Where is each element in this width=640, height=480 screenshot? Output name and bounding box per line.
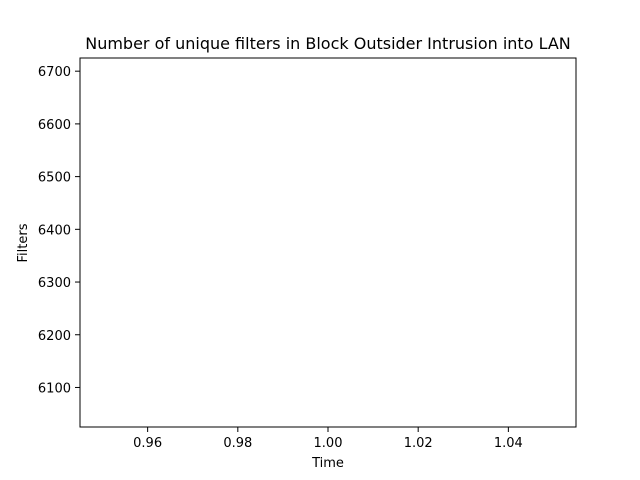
y-tick-label: 6400 xyxy=(38,223,71,238)
y-tick-label: 6500 xyxy=(38,171,71,186)
y-tick-label: 6100 xyxy=(38,381,71,396)
x-tick-label: 0.98 xyxy=(223,436,252,451)
y-tick-label: 6600 xyxy=(38,118,71,133)
x-tick-label: 1.00 xyxy=(314,436,343,451)
x-tick-label: 1.04 xyxy=(494,436,523,451)
y-axis-label: Filters xyxy=(16,223,31,262)
x-tick-label: 1.02 xyxy=(404,436,433,451)
x-axis-label: Time xyxy=(311,456,344,471)
chart-title: Number of unique filters in Block Outsid… xyxy=(85,34,571,53)
y-tick-label: 6700 xyxy=(38,65,71,80)
x-axis-ticks: 0.96 0.98 1.00 1.02 1.04 xyxy=(133,427,523,451)
y-tick-label: 6300 xyxy=(38,276,71,291)
x-tick-label: 0.96 xyxy=(133,436,162,451)
y-tick-label: 6200 xyxy=(38,329,71,344)
plot-area xyxy=(79,57,577,428)
y-axis-ticks: 6100 6200 6300 6400 6500 6600 6700 xyxy=(38,65,80,396)
